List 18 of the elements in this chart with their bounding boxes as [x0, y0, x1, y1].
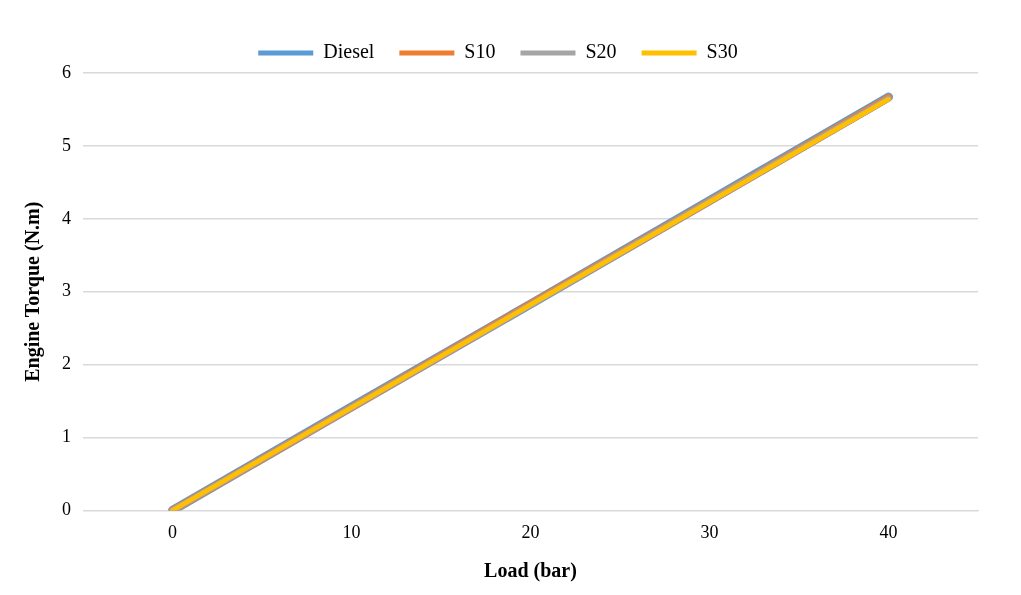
y-tick-label: 2 — [62, 353, 71, 374]
legend-label: S20 — [585, 40, 617, 63]
y-axis-title: Engine Torque (N.m) — [21, 201, 45, 382]
y-tick-label: 4 — [62, 207, 71, 228]
y-tick-label: 6 — [62, 61, 71, 82]
x-tick-label: 10 — [342, 521, 361, 542]
legend-label: S30 — [706, 40, 738, 63]
y-tick-label: 3 — [62, 280, 71, 301]
x-tick-label: 40 — [879, 521, 898, 542]
legend-label: Diesel — [323, 40, 375, 63]
y-tick-label: 1 — [62, 426, 71, 447]
y-tick-label: 5 — [62, 134, 71, 155]
x-tick-label: 0 — [168, 521, 177, 542]
y-tick-label: 0 — [62, 499, 71, 520]
x-tick-label: 20 — [521, 521, 540, 542]
x-tick-label: 30 — [700, 521, 719, 542]
legend-label: S10 — [464, 40, 496, 63]
x-axis-title: Load (bar) — [484, 559, 577, 583]
